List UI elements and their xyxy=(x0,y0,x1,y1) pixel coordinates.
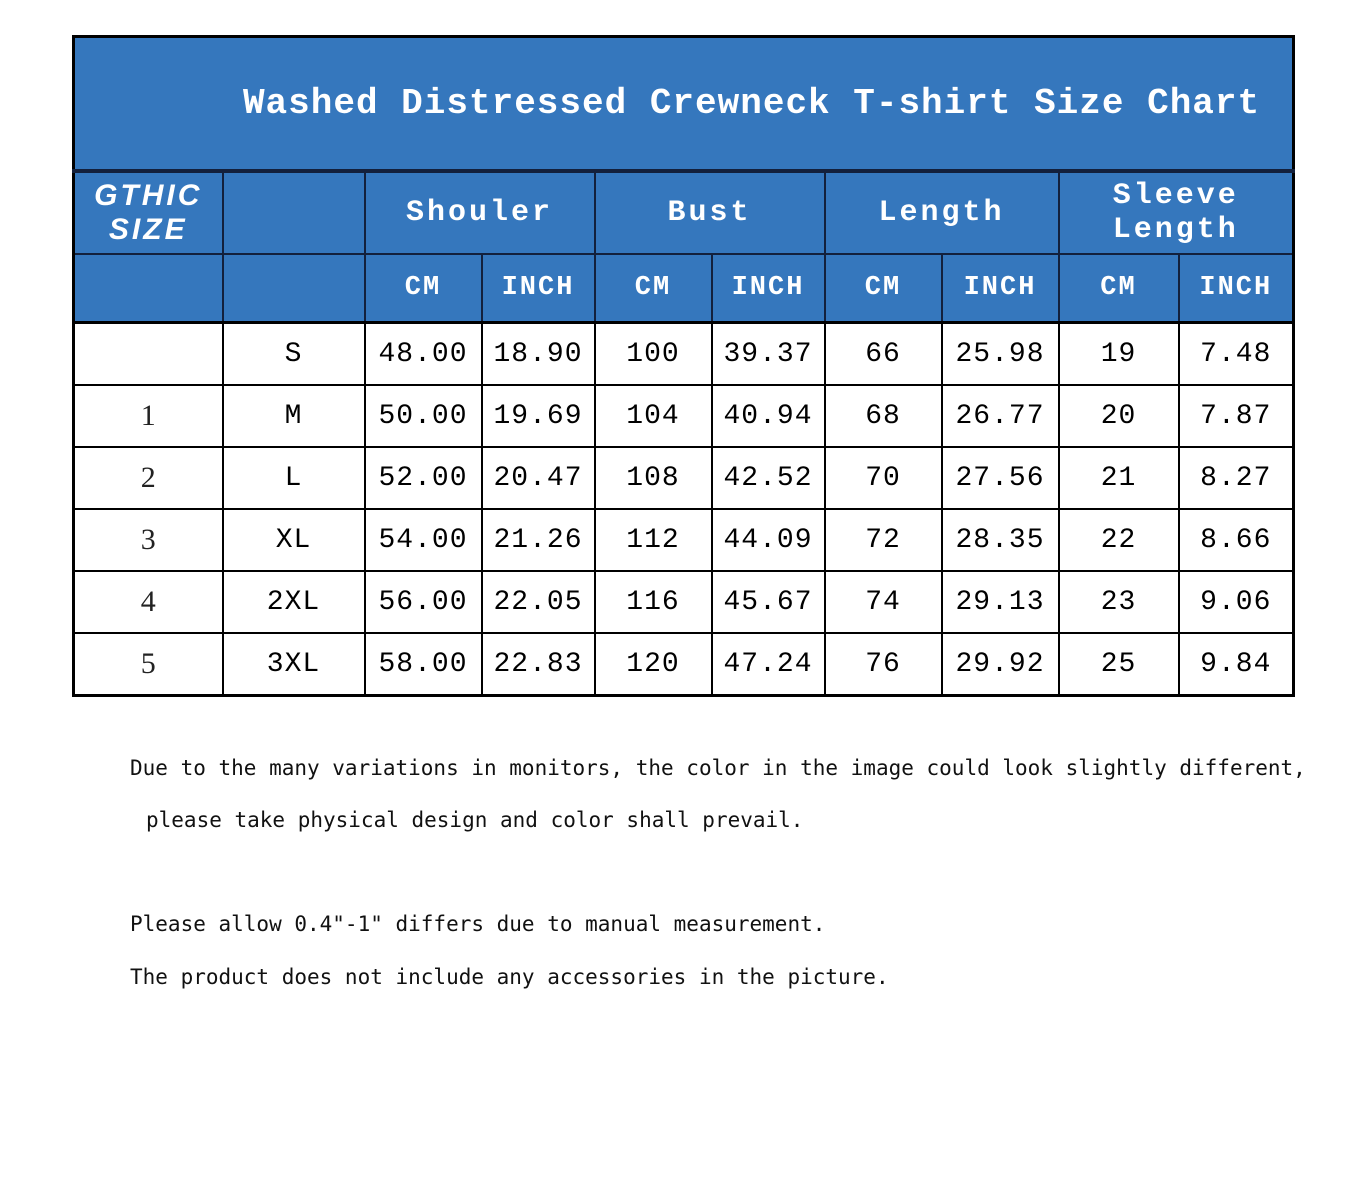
measurement-cell: 25.98 xyxy=(940,321,1060,386)
row-number-cell: 2 xyxy=(72,446,224,510)
measurement-cell: 7.87 xyxy=(1177,384,1295,448)
table-row-m: 1 M 50.00 19.69 104 40.94 68 26.77 20 7.… xyxy=(72,384,1295,448)
column-group-header-row: GTHIC SIZE Shouler Bust Length Sleeve Le… xyxy=(72,170,1295,255)
unit-header-inch: INCH xyxy=(1177,253,1295,324)
measurement-cell: 112 xyxy=(593,508,713,572)
measurement-cell: 23 xyxy=(1057,570,1180,634)
row-number-cell: 5 xyxy=(72,632,224,697)
size-chart-container: Washed Distressed Crewneck T-shirt Size … xyxy=(72,35,1296,697)
page-title: Washed Distressed Crewneck T-shirt Size … xyxy=(72,35,1295,173)
row-number-cell: 1 xyxy=(72,384,224,448)
measurement-cell: 76 xyxy=(823,632,943,697)
measurement-cell: 58.00 xyxy=(363,632,483,697)
measurement-cell: 70 xyxy=(823,446,943,510)
table-row-2xl: 4 2XL 56.00 22.05 116 45.67 74 29.13 23 … xyxy=(72,570,1295,634)
row-number-cell: 3 xyxy=(72,508,224,572)
column-group-shoulder: Shouler xyxy=(363,170,596,255)
measurement-cell: 44.09 xyxy=(710,508,826,572)
measurement-cell: 45.67 xyxy=(710,570,826,634)
table-row-s: S 48.00 18.90 100 39.37 66 25.98 19 7.48 xyxy=(72,321,1295,386)
measurement-cell: 22.05 xyxy=(480,570,596,634)
measurement-cell: 29.92 xyxy=(940,632,1060,697)
measurement-cell: 8.27 xyxy=(1177,446,1295,510)
brand-label: GTHIC SIZE xyxy=(72,170,224,255)
measurement-cell: 52.00 xyxy=(363,446,483,510)
measurement-cell: 22 xyxy=(1057,508,1180,572)
measurement-cell: 20.47 xyxy=(480,446,596,510)
column-group-length: Length xyxy=(823,170,1060,255)
unit-header-cm: CM xyxy=(363,253,483,324)
unit-header-row: CM INCH CM INCH CM INCH CM INCH xyxy=(72,253,1295,324)
measurement-cell: 28.35 xyxy=(940,508,1060,572)
note-monitor-variation-line2: please take physical design and color sh… xyxy=(146,808,804,832)
measurement-cell: 27.56 xyxy=(940,446,1060,510)
measurement-cell: 100 xyxy=(593,321,713,386)
measurement-cell: 120 xyxy=(593,632,713,697)
title-row: Washed Distressed Crewneck T-shirt Size … xyxy=(72,35,1295,173)
table-row-3xl: 5 3XL 58.00 22.83 120 47.24 76 29.92 25 … xyxy=(72,632,1295,697)
unit-header-inch: INCH xyxy=(940,253,1060,324)
measurement-cell: 9.84 xyxy=(1177,632,1295,697)
measurement-cell: 104 xyxy=(593,384,713,448)
measurement-cell: 56.00 xyxy=(363,570,483,634)
measurement-cell: 54.00 xyxy=(363,508,483,572)
size-cell: XL xyxy=(221,508,366,572)
unit-header-cm: CM xyxy=(593,253,713,324)
column-group-sleeve-length: Sleeve Length xyxy=(1057,170,1295,255)
measurement-cell: 25 xyxy=(1057,632,1180,697)
empty-unit-cell xyxy=(72,253,224,324)
measurement-cell: 50.00 xyxy=(363,384,483,448)
note-no-accessories: The product does not include any accesso… xyxy=(130,965,889,989)
measurement-cell: 29.13 xyxy=(940,570,1060,634)
table-row-xl: 3 XL 54.00 21.26 112 44.09 72 28.35 22 8… xyxy=(72,508,1295,572)
size-cell: S xyxy=(221,321,366,386)
column-group-bust: Bust xyxy=(593,170,826,255)
unit-header-inch: INCH xyxy=(480,253,596,324)
measurement-cell: 72 xyxy=(823,508,943,572)
measurement-cell: 22.83 xyxy=(480,632,596,697)
measurement-cell: 18.90 xyxy=(480,321,596,386)
unit-header-inch: INCH xyxy=(710,253,826,324)
measurement-cell: 48.00 xyxy=(363,321,483,386)
measurement-cell: 66 xyxy=(823,321,943,386)
measurement-cell: 116 xyxy=(593,570,713,634)
note-manual-measurement: Please allow 0.4"-1" differs due to manu… xyxy=(130,912,826,936)
size-cell: 3XL xyxy=(221,632,366,697)
size-chart-table: Washed Distressed Crewneck T-shirt Size … xyxy=(72,35,1296,697)
measurement-cell: 9.06 xyxy=(1177,570,1295,634)
size-cell: M xyxy=(221,384,366,448)
size-cell: L xyxy=(221,446,366,510)
note-monitor-variation-line1: Due to the many variations in monitors, … xyxy=(130,756,1306,780)
measurement-cell: 74 xyxy=(823,570,943,634)
measurement-cell: 68 xyxy=(823,384,943,448)
measurement-cell: 47.24 xyxy=(710,632,826,697)
measurement-cell: 26.77 xyxy=(940,384,1060,448)
measurement-cell: 39.37 xyxy=(710,321,826,386)
measurement-cell: 19 xyxy=(1057,321,1180,386)
unit-header-cm: CM xyxy=(1057,253,1180,324)
table-row-l: 2 L 52.00 20.47 108 42.52 70 27.56 21 8.… xyxy=(72,446,1295,510)
measurement-cell: 8.66 xyxy=(1177,508,1295,572)
measurement-cell: 42.52 xyxy=(710,446,826,510)
measurement-cell: 21 xyxy=(1057,446,1180,510)
row-number-cell xyxy=(72,321,224,386)
empty-header-cell xyxy=(221,170,366,255)
row-number-cell: 4 xyxy=(72,570,224,634)
unit-header-cm: CM xyxy=(823,253,943,324)
measurement-cell: 21.26 xyxy=(480,508,596,572)
measurement-cell: 108 xyxy=(593,446,713,510)
empty-unit-cell xyxy=(221,253,366,324)
measurement-cell: 19.69 xyxy=(480,384,596,448)
measurement-cell: 7.48 xyxy=(1177,321,1295,386)
size-cell: 2XL xyxy=(221,570,366,634)
measurement-cell: 20 xyxy=(1057,384,1180,448)
measurement-cell: 40.94 xyxy=(710,384,826,448)
